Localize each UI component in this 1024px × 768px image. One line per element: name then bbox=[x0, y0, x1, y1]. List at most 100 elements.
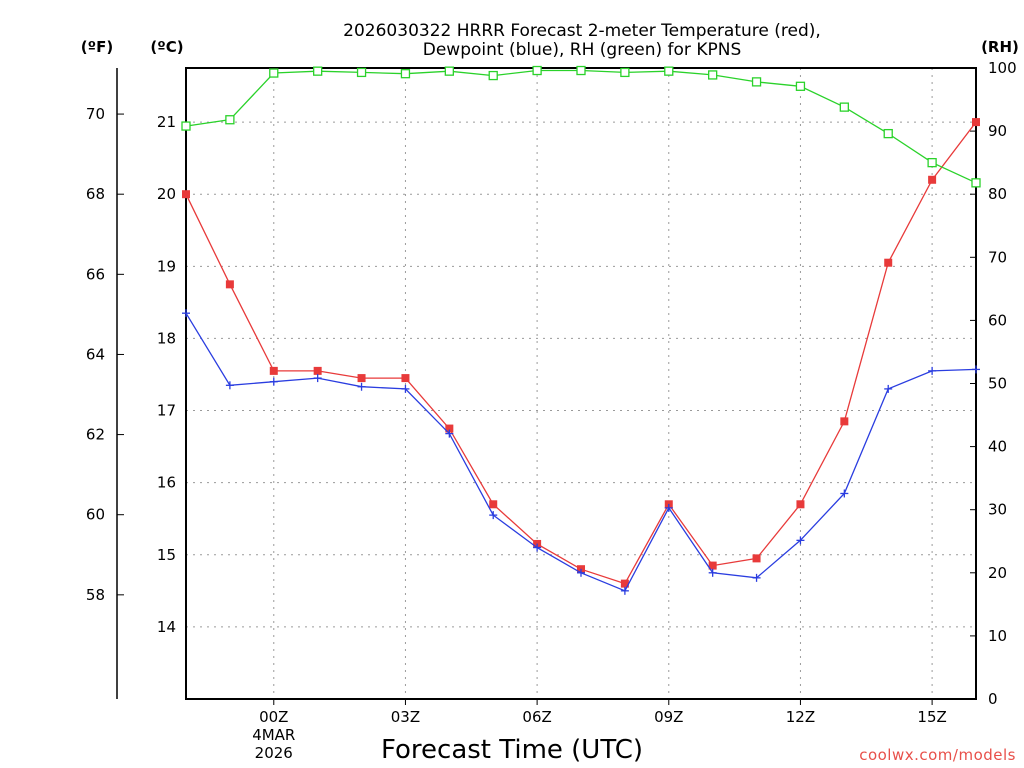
rh-point bbox=[620, 67, 630, 78]
dewpoint-point bbox=[928, 366, 937, 375]
temperature-point bbox=[752, 554, 761, 563]
temperature-point bbox=[313, 366, 322, 375]
celsius-tick-label: 16 bbox=[157, 474, 176, 492]
dewpoint-point bbox=[269, 377, 278, 386]
temperature-point bbox=[269, 366, 278, 375]
rh-point bbox=[269, 68, 279, 78]
x-tick-label: 15Z bbox=[917, 708, 946, 726]
temperature-point bbox=[796, 500, 805, 509]
plot-frame bbox=[185, 67, 977, 700]
rh-tick-label: 70 bbox=[988, 248, 1007, 266]
temperature-point bbox=[489, 500, 498, 509]
temperature-point bbox=[972, 118, 980, 127]
rh-unit-label: (RH) bbox=[981, 38, 1019, 56]
rh-point bbox=[532, 65, 542, 76]
x-axis-label: Forecast Time (UTC) bbox=[381, 735, 643, 765]
rh-point bbox=[400, 69, 411, 79]
rh-tick-label: 20 bbox=[988, 564, 1007, 582]
rh-point bbox=[971, 178, 981, 188]
fahrenheit-unit-label: (ºF) bbox=[81, 38, 113, 56]
temperature-point bbox=[445, 424, 454, 433]
fahrenheit-tick-label: 64 bbox=[86, 345, 105, 363]
rh-point bbox=[751, 77, 762, 87]
dewpoint-point bbox=[182, 309, 190, 318]
rh-point bbox=[708, 70, 718, 80]
x-tick-date-label: 4MAR bbox=[252, 726, 295, 744]
rh-point bbox=[313, 66, 323, 76]
temperature-point bbox=[884, 258, 893, 267]
x-tick-label: 06Z bbox=[522, 708, 551, 726]
dewpoint-point bbox=[752, 573, 761, 582]
celsius-tick-label: 21 bbox=[157, 113, 176, 131]
dewpoint-point bbox=[313, 374, 322, 383]
temperature-point bbox=[401, 374, 410, 383]
dewpoint-point bbox=[972, 365, 980, 374]
dewpoint-point bbox=[840, 489, 849, 498]
rh-tick-label: 80 bbox=[988, 185, 1007, 203]
dewpoint-point bbox=[884, 384, 893, 393]
fahrenheit-tick-label: 58 bbox=[86, 586, 105, 604]
rh-tick-label: 0 bbox=[988, 690, 998, 708]
rh-point bbox=[927, 157, 937, 168]
rh-tick-label: 30 bbox=[988, 501, 1007, 519]
fahrenheit-tick-label: 60 bbox=[86, 506, 105, 524]
dewpoint-point bbox=[664, 503, 673, 512]
rh-point bbox=[356, 67, 367, 78]
rh-tick-label: 90 bbox=[988, 122, 1007, 140]
x-tick-label: 12Z bbox=[786, 708, 815, 726]
dewpoint-point bbox=[489, 511, 498, 520]
rh-point bbox=[181, 121, 191, 131]
temperature-point bbox=[928, 175, 937, 184]
rh-point bbox=[576, 65, 586, 76]
rh-tick-label: 50 bbox=[988, 375, 1007, 393]
series-rh bbox=[181, 65, 981, 188]
celsius-tick-label: 20 bbox=[157, 185, 176, 203]
celsius-tick-label: 18 bbox=[157, 329, 176, 347]
series-dewpoint bbox=[182, 309, 980, 595]
temperature-point bbox=[182, 190, 190, 199]
rh-tick-label: 60 bbox=[988, 311, 1007, 329]
dewpoint-line bbox=[185, 312, 977, 592]
rh-tick-label: 40 bbox=[988, 438, 1007, 456]
dewpoint-point bbox=[708, 568, 717, 577]
axes bbox=[116, 67, 977, 705]
temperature-point bbox=[225, 280, 234, 289]
rh-tick-label: 100 bbox=[988, 59, 1017, 77]
temperature-point bbox=[357, 374, 366, 383]
dewpoint-point bbox=[796, 536, 805, 545]
celsius-tick-label: 14 bbox=[157, 618, 176, 636]
celsius-unit-label: (ºC) bbox=[150, 38, 183, 56]
fahrenheit-tick-label: 66 bbox=[86, 265, 105, 283]
dewpoint-point bbox=[225, 381, 234, 390]
rh-point bbox=[225, 115, 235, 125]
chart-title-line-1: 2026030322 HRRR Forecast 2-meter Tempera… bbox=[343, 21, 821, 41]
dewpoint-point bbox=[401, 384, 410, 393]
fahrenheit-tick-label: 70 bbox=[86, 105, 105, 123]
x-tick-year-label: 2026 bbox=[255, 744, 293, 762]
celsius-tick-label: 19 bbox=[157, 257, 176, 275]
rh-line bbox=[185, 69, 977, 184]
fahrenheit-tick-label: 68 bbox=[86, 185, 105, 203]
x-tick-label: 00Z bbox=[259, 708, 288, 726]
chart-title-line-2: Dewpoint (blue), RH (green) for KPNS bbox=[423, 40, 741, 60]
fahrenheit-tick-label: 62 bbox=[86, 426, 105, 444]
rh-point bbox=[839, 102, 849, 112]
celsius-tick-label: 17 bbox=[157, 402, 176, 420]
temperature-point bbox=[620, 579, 629, 588]
credit-link[interactable]: coolwx.com/models bbox=[859, 746, 1016, 764]
gridlines bbox=[186, 68, 976, 699]
dewpoint-point bbox=[620, 586, 629, 595]
temperature-line bbox=[185, 121, 977, 585]
rh-point bbox=[664, 66, 674, 76]
rh-point bbox=[795, 81, 806, 91]
dewpoint-point bbox=[533, 543, 542, 552]
x-tick-label: 03Z bbox=[391, 708, 420, 726]
series-temperature bbox=[182, 118, 980, 588]
dewpoint-point bbox=[577, 568, 585, 577]
rh-tick-label: 10 bbox=[988, 627, 1007, 645]
temperature-point bbox=[840, 417, 849, 426]
data-series bbox=[181, 65, 981, 595]
